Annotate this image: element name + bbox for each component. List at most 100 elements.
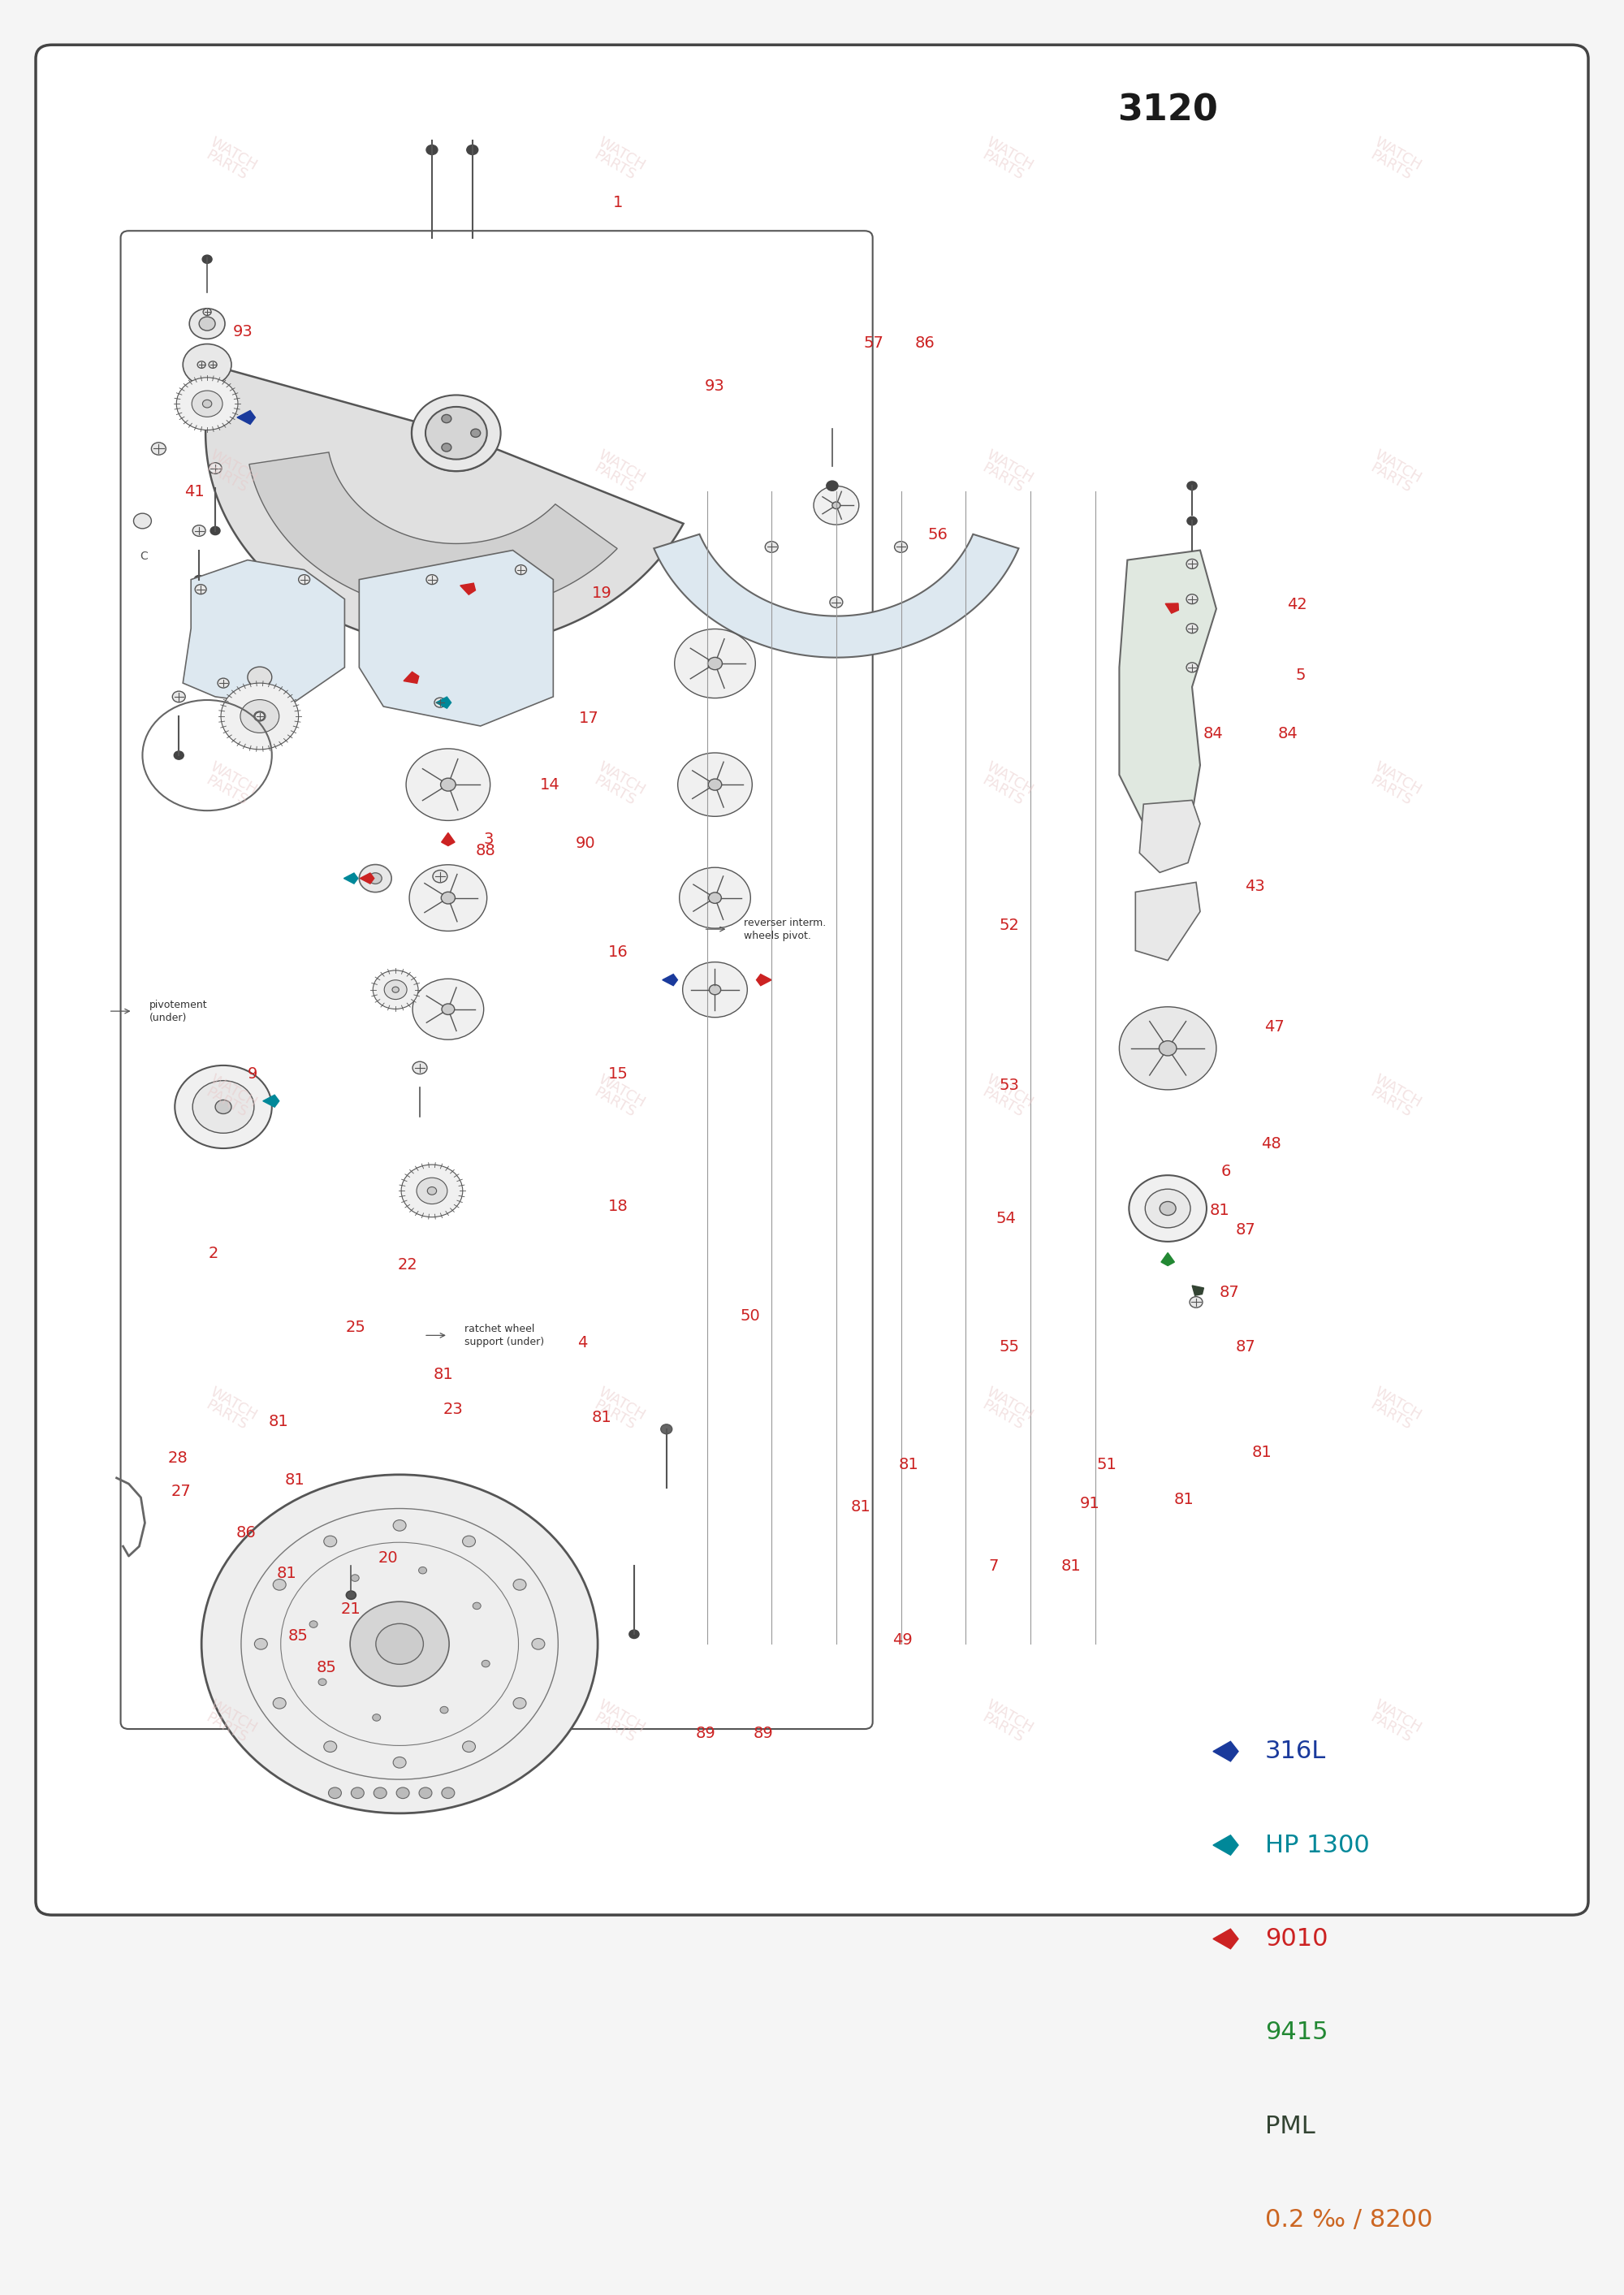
Text: HP 1300: HP 1300 bbox=[1265, 1834, 1369, 1857]
Text: WATCH
PARTS: WATCH PARTS bbox=[1364, 1696, 1424, 1746]
Polygon shape bbox=[1213, 2116, 1239, 2137]
Text: 43: 43 bbox=[1246, 879, 1265, 893]
Polygon shape bbox=[1213, 1928, 1239, 1948]
Circle shape bbox=[425, 406, 487, 459]
Text: 81: 81 bbox=[276, 1565, 297, 1581]
Circle shape bbox=[674, 629, 755, 698]
Polygon shape bbox=[359, 551, 554, 725]
Circle shape bbox=[255, 711, 265, 721]
Text: WATCH
PARTS: WATCH PARTS bbox=[976, 1072, 1036, 1122]
Text: 56: 56 bbox=[927, 528, 948, 542]
Text: 3120: 3120 bbox=[1117, 94, 1218, 129]
Text: 84: 84 bbox=[1203, 725, 1223, 741]
Circle shape bbox=[351, 1602, 450, 1687]
Text: 89: 89 bbox=[695, 1726, 715, 1742]
Text: 22: 22 bbox=[398, 1258, 417, 1274]
Text: WATCH
PARTS: WATCH PARTS bbox=[1364, 1072, 1424, 1122]
Text: 52: 52 bbox=[999, 918, 1020, 934]
Circle shape bbox=[175, 1065, 271, 1148]
Text: 16: 16 bbox=[607, 946, 628, 959]
Polygon shape bbox=[184, 560, 344, 707]
Text: 81: 81 bbox=[900, 1457, 919, 1471]
Text: 4: 4 bbox=[577, 1336, 588, 1352]
Polygon shape bbox=[248, 452, 617, 613]
Circle shape bbox=[406, 748, 490, 822]
Circle shape bbox=[359, 865, 391, 893]
Circle shape bbox=[273, 1579, 286, 1590]
Circle shape bbox=[1119, 1008, 1216, 1090]
Circle shape bbox=[195, 576, 205, 583]
Circle shape bbox=[412, 978, 484, 1040]
Text: 0.2 ‰ / 8200: 0.2 ‰ / 8200 bbox=[1265, 2208, 1432, 2233]
Text: 2: 2 bbox=[208, 1246, 219, 1260]
Circle shape bbox=[442, 893, 455, 904]
Circle shape bbox=[830, 597, 843, 608]
Text: 81: 81 bbox=[268, 1414, 289, 1430]
Circle shape bbox=[240, 700, 279, 732]
Circle shape bbox=[172, 691, 185, 702]
Polygon shape bbox=[1213, 1742, 1239, 1760]
Circle shape bbox=[412, 1063, 427, 1074]
Circle shape bbox=[201, 1476, 598, 1813]
FancyBboxPatch shape bbox=[36, 46, 1588, 1914]
Text: WATCH
PARTS: WATCH PARTS bbox=[200, 135, 260, 186]
Circle shape bbox=[209, 464, 222, 473]
Text: 28: 28 bbox=[167, 1450, 188, 1467]
Text: WATCH
PARTS: WATCH PARTS bbox=[200, 448, 260, 498]
Text: 14: 14 bbox=[539, 778, 560, 792]
Circle shape bbox=[299, 574, 310, 585]
Circle shape bbox=[473, 1602, 481, 1609]
Circle shape bbox=[310, 1620, 318, 1627]
Circle shape bbox=[203, 255, 213, 264]
Circle shape bbox=[417, 1177, 447, 1205]
Circle shape bbox=[1187, 560, 1199, 569]
Circle shape bbox=[677, 753, 752, 817]
Circle shape bbox=[419, 1567, 427, 1574]
Text: WATCH
PARTS: WATCH PARTS bbox=[976, 760, 1036, 810]
Text: 50: 50 bbox=[741, 1308, 760, 1324]
Text: 90: 90 bbox=[575, 835, 596, 851]
Circle shape bbox=[442, 1788, 455, 1799]
Circle shape bbox=[1160, 1203, 1176, 1216]
Text: 47: 47 bbox=[1265, 1019, 1285, 1035]
Polygon shape bbox=[663, 973, 677, 985]
Text: WATCH
PARTS: WATCH PARTS bbox=[200, 1072, 260, 1122]
Polygon shape bbox=[206, 367, 684, 647]
Polygon shape bbox=[263, 1095, 279, 1106]
Circle shape bbox=[151, 443, 166, 454]
Circle shape bbox=[1190, 1297, 1202, 1308]
Text: WATCH
PARTS: WATCH PARTS bbox=[588, 448, 648, 498]
Circle shape bbox=[218, 679, 229, 688]
Polygon shape bbox=[1135, 881, 1200, 959]
Circle shape bbox=[440, 1707, 448, 1714]
Circle shape bbox=[200, 317, 216, 330]
Text: 87: 87 bbox=[1236, 1340, 1255, 1354]
Circle shape bbox=[1187, 516, 1197, 526]
Circle shape bbox=[531, 1639, 544, 1650]
Circle shape bbox=[253, 711, 266, 721]
Polygon shape bbox=[1166, 604, 1179, 613]
Circle shape bbox=[203, 399, 211, 409]
Circle shape bbox=[198, 360, 206, 367]
Circle shape bbox=[328, 1788, 341, 1799]
Text: 53: 53 bbox=[999, 1079, 1020, 1092]
Circle shape bbox=[195, 585, 206, 594]
Circle shape bbox=[513, 1579, 526, 1590]
Circle shape bbox=[425, 145, 437, 154]
Circle shape bbox=[425, 574, 437, 585]
Text: WATCH
PARTS: WATCH PARTS bbox=[1364, 135, 1424, 186]
Circle shape bbox=[412, 395, 500, 470]
Circle shape bbox=[1187, 482, 1197, 489]
Circle shape bbox=[273, 1698, 286, 1710]
Text: C: C bbox=[140, 551, 148, 562]
Circle shape bbox=[221, 684, 299, 750]
Circle shape bbox=[133, 514, 151, 528]
Circle shape bbox=[193, 1081, 253, 1134]
Text: WATCH
PARTS: WATCH PARTS bbox=[588, 135, 648, 186]
Circle shape bbox=[442, 1003, 455, 1014]
Text: 57: 57 bbox=[864, 335, 883, 351]
Circle shape bbox=[1187, 624, 1199, 633]
Text: WATCH
PARTS: WATCH PARTS bbox=[976, 135, 1036, 186]
Circle shape bbox=[515, 565, 526, 574]
Circle shape bbox=[895, 542, 908, 553]
